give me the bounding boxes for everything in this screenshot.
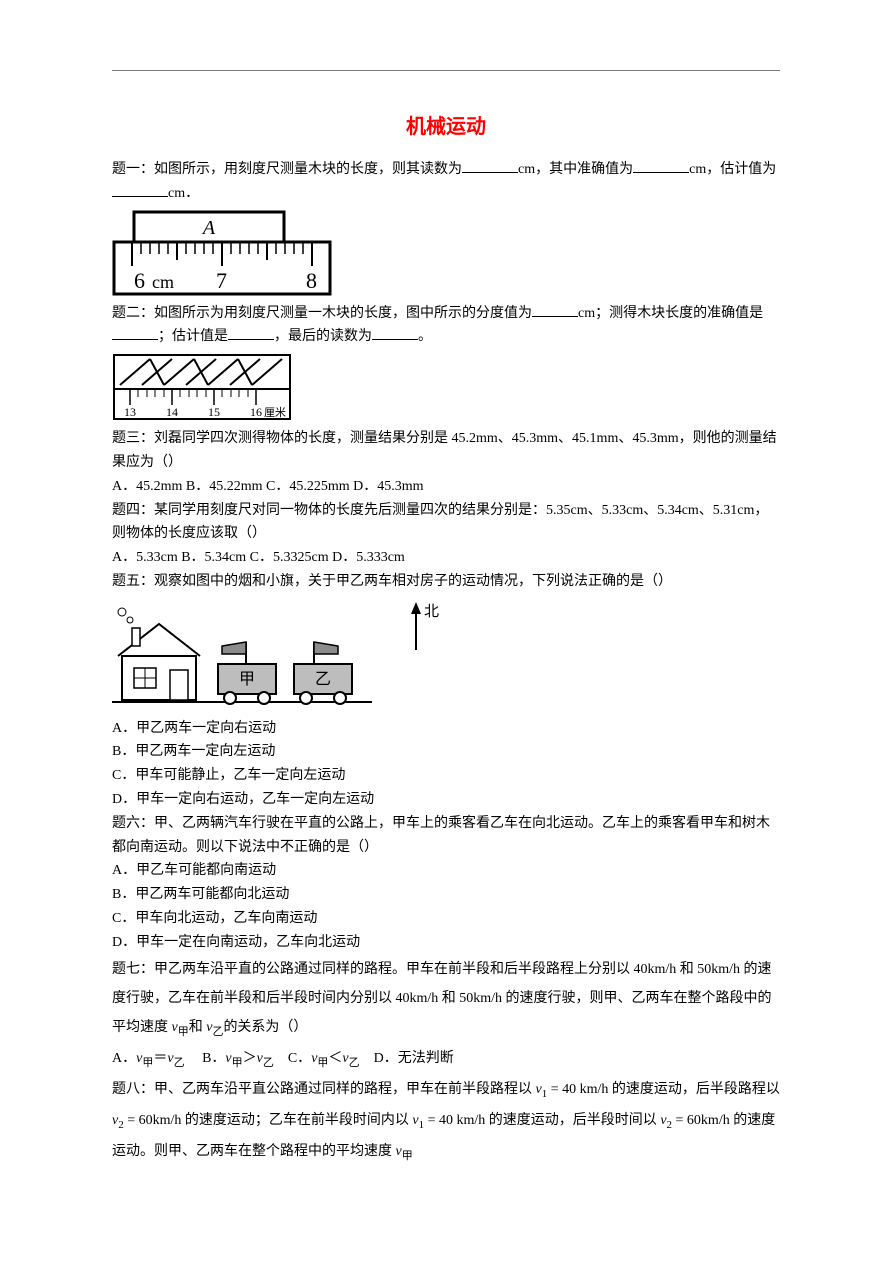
q1-blank-2 [633,158,689,173]
q2-text: 题二：如图所示为用刻度尺测量一木块的长度，图中所示的分度值为 cm；测得木块长度的… [112,302,780,350]
scene5-car1: 甲 [218,642,276,704]
q8-label: 题八： [112,1082,154,1097]
scene5-car2-label: 乙 [315,671,331,688]
q1-blank-3 [112,182,168,197]
scene5-house [118,608,200,700]
q2-blank-2 [112,325,158,340]
q8-v2a-t: = 60km/h 的速度运动；乙车在前半段时间内以 [124,1113,413,1128]
q7-a-prefix: A． [112,1051,136,1066]
scene5-svg: 甲 乙 [112,598,372,708]
ruler2-t15: 15 [208,405,220,419]
ruler2-t13: 13 [124,405,136,419]
q1-text-a: 如图所示，用刻度尺测量木块的长度，则其读数为 [154,162,462,177]
q7-sub-yi-1: 乙 [212,1026,223,1038]
q3-options: A．45.2mm B．45.22mm C．45.225mm D．45.3mm [112,475,780,499]
q7-b-s2: 乙 [263,1057,274,1069]
header-rule [112,70,780,71]
q7-sub-jia-1: 甲 [178,1026,189,1038]
q5-label: 题五： [112,574,154,589]
q5-text: 题五：观察如图中的烟和小旗，关于甲乙两车相对房子的运动情况，下列说法正确的是（） [112,570,780,594]
q4-text: 题四：某同学用刻度尺对同一物体的长度先后测量四次的结果分别是：5.35cm、5.… [112,499,780,547]
q6-label: 题六： [112,816,154,831]
q2-sep-a: ；估计值是 [158,329,228,344]
q7-c-s2: 乙 [349,1057,360,1069]
q5-opt-c: C．甲车可能静止，乙车一定向左运动 [112,764,780,788]
ruler1-tick-8: 8 [306,268,317,293]
ruler1-unit: cm [152,272,174,292]
q6-opt-b: B．甲乙两车可能都向北运动 [112,883,780,907]
q7-text: 题七：甲乙两车沿平直的公路通过同样的路程。甲车在前半段和后半段路程上分别以 40… [112,955,780,1045]
q7-b-prefix: B． [202,1051,225,1066]
q6-text: 题六：甲、乙两辆汽车行驶在平直的公路上，甲车上的乘客看乙车在向北运动。乙车上的乘… [112,812,780,860]
q2-blank-3 [228,325,274,340]
ruler1-tick-7: 7 [216,268,227,293]
q7-b-s1: 甲 [232,1057,243,1069]
q1-blank-1 [462,158,518,173]
q7-tail: 的关系为（） [223,1020,307,1035]
q5-opt-a: A．甲乙两车一定向右运动 [112,717,780,741]
q1-unit-a: cm，其中准确值为 [518,162,633,177]
q2-sep-b: ，最后的读数为 [274,329,372,344]
q2-unit-a: cm；测得木块长度的准确值是 [578,306,763,321]
q6-body: 甲、乙两辆汽车行驶在平直的公路上，甲车上的乘客看乙车在向北运动。乙车上的乘客看甲… [112,816,770,855]
q4-label: 题四： [112,503,154,518]
q2-blank-1 [532,302,578,317]
q1-figure: A 6 cm 7 [112,210,780,296]
q6-opt-d: D．甲车一定在向南运动，乙车向北运动 [112,931,780,955]
q4-options: A．5.33cm B．5.34cm C．5.3325cm D．5.333cm [112,546,780,570]
q6-opt-c: C．甲车向北运动，乙车向南运动 [112,907,780,931]
q3-label: 题三： [112,431,154,446]
q8-sjia: 甲 [402,1150,413,1162]
q1-unit-b: cm，估计值为 [689,162,776,177]
q1-text: 题一：如图所示，用刻度尺测量木块的长度，则其读数为 cm，其中准确值为 cm，估计值… [112,158,780,206]
q2-label: 题二： [112,306,154,321]
q7-options: A．v甲＝v乙 B．v甲＞v乙 C．v甲＜v乙 D．无法判断 [112,1044,780,1075]
q7-d: D．无法判断 [374,1051,454,1066]
ruler1-svg: A 6 cm 7 [112,210,332,296]
scene5-car1-label: 甲 [239,671,255,688]
q7-a-s1: 甲 [142,1057,153,1069]
north-label: 北 [424,603,439,620]
q2-end: 。 [418,329,432,344]
q7-c-prefix: C． [288,1051,311,1066]
q7-b-rel: ＞ [243,1051,257,1066]
q4-body: 某同学用刻度尺对同一物体的长度先后测量四次的结果分别是：5.35cm、5.33c… [112,503,768,542]
q5-body: 观察如图中的烟和小旗，关于甲乙两车相对房子的运动情况，下列说法正确的是（） [154,574,672,589]
ruler2-t14: 14 [166,405,178,419]
q7-c-rel: ＜ [328,1051,342,1066]
q2-figure: 13 14 15 16 厘米 [112,353,780,421]
scene5-car2: 乙 [294,642,352,704]
q1-unit-c: cm． [168,186,199,201]
q8-v1a-t: = 40 km/h 的速度运动，后半段路程以 [547,1082,780,1097]
north-arrow: 北 [402,598,442,658]
q3-body: 刘磊同学四次测得物体的长度，测量结果分别是 45.2mm、45.3mm、45.1… [112,431,777,470]
q7-and: 和 [189,1020,207,1035]
q7-a-s2: 乙 [174,1057,185,1069]
document-page: 机械运动 题一：如图所示，用刻度尺测量木块的长度，则其读数为 cm，其中准确值为 c… [0,0,892,1208]
q7-a-rel: ＝ [153,1051,167,1066]
ruler2-svg: 13 14 15 16 厘米 [112,353,292,421]
q7-label: 题七： [112,962,154,977]
ruler2-unit: 厘米 [264,406,286,419]
q8-a: 甲、乙两车沿平直公路通过同样的路程，甲车在前半段路程以 [154,1082,536,1097]
q5-opt-d: D．甲车一定向右运动，乙车一定向左运动 [112,788,780,812]
ruler1-tick-6: 6 [134,268,145,293]
q3-text: 题三：刘磊同学四次测得物体的长度，测量结果分别是 45.2mm、45.3mm、4… [112,427,780,475]
q8-text: 题八：甲、乙两车沿平直公路通过同样的路程，甲车在前半段路程以 v1 = 40 k… [112,1075,780,1168]
q6-opt-a: A．甲乙车可能都向南运动 [112,859,780,883]
q7-c-s1: 甲 [317,1057,328,1069]
q1-label: 题一： [112,162,154,177]
page-title: 机械运动 [112,110,780,144]
q5-opt-b: B．甲乙两车一定向左运动 [112,740,780,764]
q2-text-a: 如图所示为用刻度尺测量一木块的长度，图中所示的分度值为 [154,306,532,321]
ruler2-t16: 16 [250,405,262,419]
q5-figure: 甲 乙 北 [112,598,442,708]
q8-v1b-t: = 40 km/h 的速度运动，后半段时间以 [424,1113,660,1128]
q2-blank-4 [372,325,418,340]
ruler1-block-label: A [201,217,216,239]
